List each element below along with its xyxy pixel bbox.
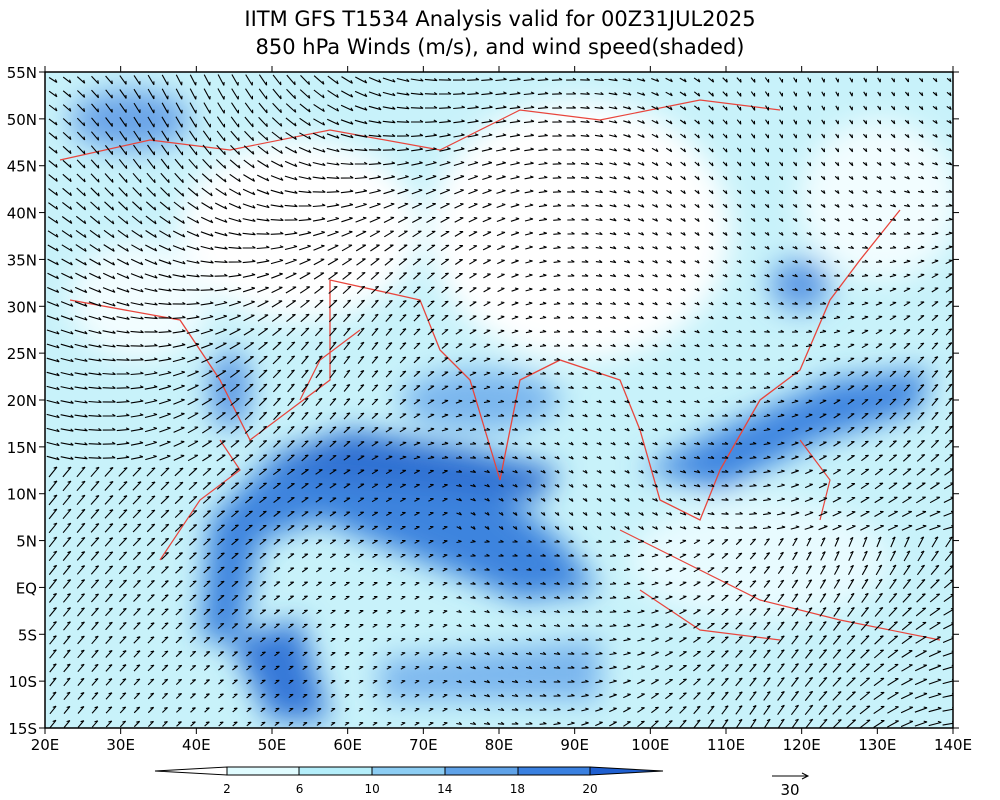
- colorbar-label: 18: [510, 782, 525, 796]
- colorbar-label: 10: [365, 782, 380, 796]
- x-tick-label: 80E: [485, 736, 514, 754]
- coastline: [69, 209, 901, 521]
- y-tick-label: 40N: [7, 205, 37, 223]
- x-tick-label: 100E: [631, 736, 669, 754]
- y-tick-label: 25N: [7, 345, 37, 363]
- x-tick-label: 140E: [934, 736, 972, 754]
- colorbar-end: [154, 766, 228, 776]
- colorbar-swatch: [371, 766, 446, 776]
- title-line: 850 hPa Winds (m/s), and wind speed(shad…: [256, 35, 745, 59]
- colorbar-swatch: [517, 766, 591, 776]
- x-tick-label: 120E: [783, 736, 821, 754]
- colorbar-swatch: [226, 766, 300, 776]
- colorbar-end: [589, 766, 664, 776]
- x-tick-label: 90E: [560, 736, 589, 754]
- y-tick-label: 35N: [7, 251, 37, 269]
- border: [59, 99, 941, 641]
- colorbar-swatch: [444, 766, 519, 776]
- shading: [45, 72, 953, 728]
- reference-vector-label: 30: [780, 781, 799, 799]
- y-tick-label: 5N: [16, 533, 37, 551]
- axes: 55N 50N 45N 40N 35N 30N 25N 20N 15N 10N 5N EQ 5S 10S 1…: [7, 64, 972, 754]
- x-tick-label: 30E: [106, 736, 135, 754]
- colorbar-swatch: [298, 766, 373, 776]
- reference-arrow-head: [801, 772, 810, 780]
- title-line: IITM GFS T1534 Analysis valid for 00Z31J…: [244, 7, 755, 31]
- x-tick-label: 20E: [31, 736, 60, 754]
- colorbar-label: 2: [223, 782, 231, 796]
- y-tick-label: 10S: [8, 673, 37, 691]
- y-tick-label: 55N: [7, 64, 37, 82]
- x-tick-label: 40E: [182, 736, 211, 754]
- x-tick-label: 50E: [258, 736, 287, 754]
- x-tick-label: 70E: [409, 736, 438, 754]
- y-tick-label: 50N: [7, 111, 37, 129]
- y-tick-label: 5S: [18, 626, 37, 644]
- y-tick-label: 10N: [7, 486, 37, 504]
- y-tick-label: 20N: [7, 392, 37, 410]
- y-tick-label: 15N: [7, 439, 37, 457]
- colorbar-label: 14: [437, 782, 452, 796]
- x-tick-label: 60E: [333, 736, 362, 754]
- x-tick-label: 130E: [858, 736, 896, 754]
- x-tick-label: 110E: [707, 736, 745, 754]
- wind-vectors: [46, 74, 953, 728]
- y-tick-label: 30N: [7, 298, 37, 316]
- colorbar: 2 6 10 14 18 20: [154, 766, 664, 796]
- colorbar-label: 6: [296, 782, 304, 796]
- y-tick-label: 15S: [8, 720, 37, 738]
- y-tick-label: 45N: [7, 158, 37, 176]
- colorbar-label: 20: [582, 782, 597, 796]
- y-tick-label: EQ: [16, 579, 37, 597]
